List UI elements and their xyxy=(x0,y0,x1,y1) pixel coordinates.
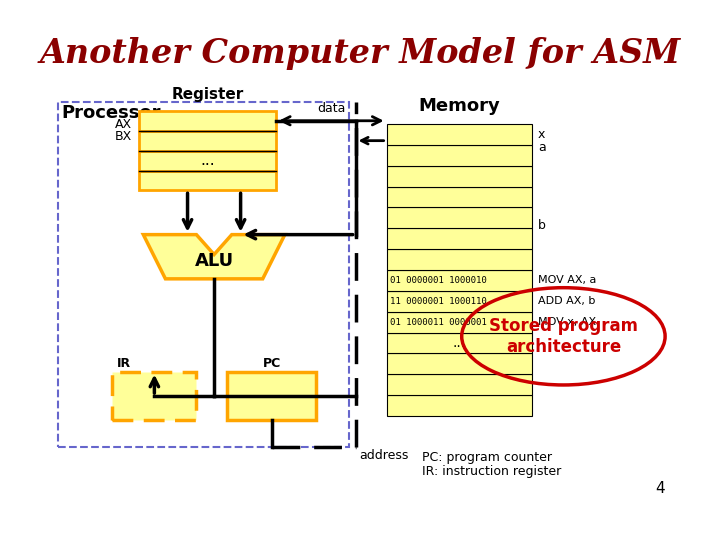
Bar xyxy=(387,228,533,249)
Text: ADD AX, b: ADD AX, b xyxy=(538,296,595,306)
Text: Register: Register xyxy=(171,87,243,102)
Bar xyxy=(387,291,533,312)
Text: MOV AX, a: MOV AX, a xyxy=(538,275,596,286)
Bar xyxy=(228,372,316,420)
Text: MOV x, AX: MOV x, AX xyxy=(538,317,596,327)
Text: 11 0000001 1000110: 11 0000001 1000110 xyxy=(390,297,487,306)
Bar xyxy=(387,353,533,374)
Text: Another Computer Model for ASM: Another Computer Model for ASM xyxy=(40,37,680,70)
Bar xyxy=(387,187,533,207)
Text: ...: ... xyxy=(200,153,215,168)
Bar xyxy=(58,102,349,447)
Bar xyxy=(387,395,533,416)
Bar xyxy=(139,171,276,191)
Text: architecture: architecture xyxy=(505,338,621,356)
Text: 4: 4 xyxy=(655,481,665,496)
Bar xyxy=(139,151,276,171)
Text: Processor: Processor xyxy=(61,104,161,122)
Text: Stored program: Stored program xyxy=(489,317,638,335)
Bar xyxy=(139,131,276,151)
Bar xyxy=(387,207,533,228)
Bar xyxy=(387,333,533,353)
Text: 01 0000001 1000010: 01 0000001 1000010 xyxy=(390,276,487,285)
Bar xyxy=(387,145,533,166)
Polygon shape xyxy=(143,234,285,279)
Text: address: address xyxy=(359,449,408,462)
Text: PC: PC xyxy=(262,357,281,370)
Bar xyxy=(112,372,197,420)
Text: PC: program counter: PC: program counter xyxy=(422,451,552,464)
Text: 01 1000011 0000001: 01 1000011 0000001 xyxy=(390,318,487,327)
Bar xyxy=(139,111,276,131)
Bar xyxy=(387,270,533,291)
Bar xyxy=(387,124,533,145)
Text: x: x xyxy=(538,128,545,141)
Bar xyxy=(387,312,533,333)
Bar xyxy=(387,374,533,395)
Bar xyxy=(387,166,533,187)
Text: Memory: Memory xyxy=(418,97,500,115)
Text: AX: AX xyxy=(114,118,132,131)
Text: IR: instruction register: IR: instruction register xyxy=(422,465,561,478)
Text: IR: IR xyxy=(117,357,131,370)
Text: ALU: ALU xyxy=(194,252,234,270)
Text: a: a xyxy=(538,140,546,153)
Text: b: b xyxy=(538,219,546,232)
Text: data: data xyxy=(317,103,346,116)
Bar xyxy=(387,249,533,270)
Text: ...: ... xyxy=(453,336,466,350)
Text: BX: BX xyxy=(114,130,132,143)
